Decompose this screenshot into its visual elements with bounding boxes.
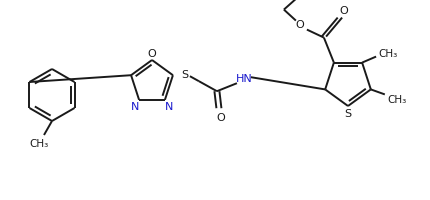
Text: O: O (217, 113, 225, 123)
Text: O: O (147, 49, 157, 59)
Text: S: S (344, 108, 352, 118)
Text: HN: HN (236, 74, 252, 84)
Text: O: O (295, 19, 304, 29)
Text: N: N (165, 101, 173, 111)
Text: CH₃: CH₃ (29, 138, 49, 148)
Text: O: O (340, 6, 348, 16)
Text: CH₃: CH₃ (387, 95, 406, 105)
Text: S: S (181, 70, 188, 80)
Text: CH₃: CH₃ (378, 48, 398, 58)
Text: N: N (131, 101, 139, 111)
